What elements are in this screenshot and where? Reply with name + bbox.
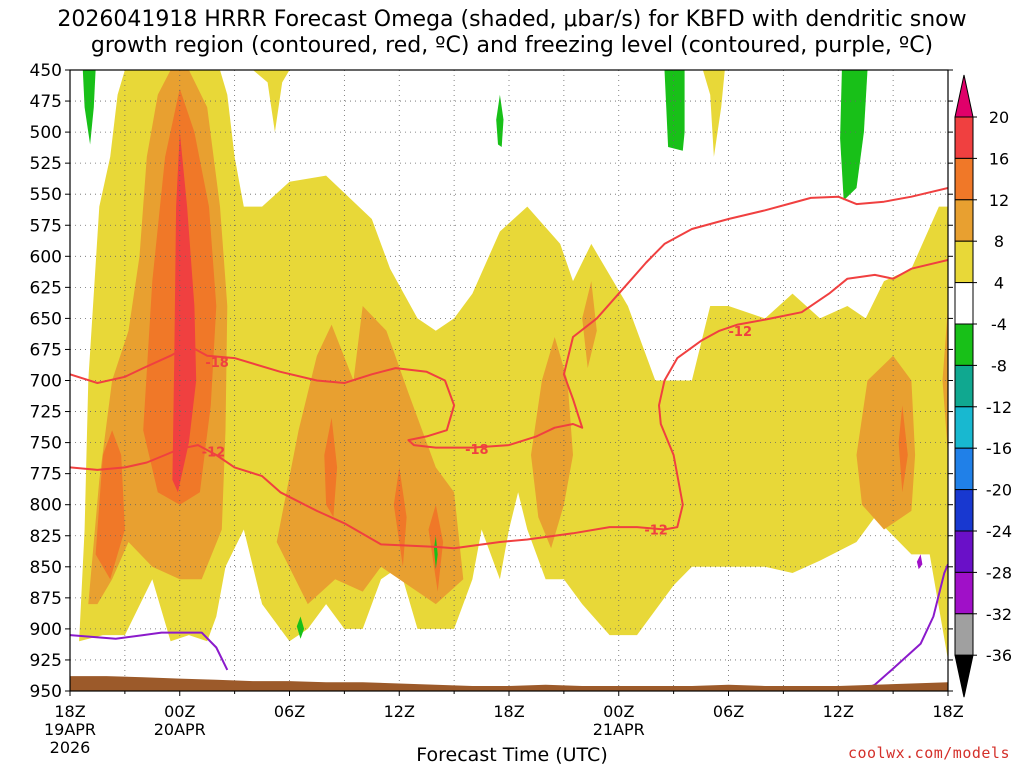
x-axis-label: Forecast Time (UTC) [416, 744, 608, 766]
plot-layers: -18 -12 -18 -12 -12 [70, 70, 948, 691]
omega-region-omega-neg-b [496, 94, 504, 147]
omega-region-omega-neg-c [664, 70, 685, 151]
freezing-level-contour-left [70, 631, 229, 671]
x-tick-label-0-1: 18Z [54, 702, 85, 721]
colorbar-swatch-5 [954, 282, 974, 325]
omega-region-omega-16-20 [172, 132, 197, 493]
x-tick-label-30-1: 00Z [603, 702, 634, 721]
y-tick-label-450: 450 [30, 61, 62, 81]
omega-region-omega-12-16-b [324, 417, 338, 518]
y-tick-label-600: 600 [30, 247, 62, 267]
colorbar-swatch-7 [954, 364, 974, 408]
omega-region-omega-8-12-c [531, 337, 573, 549]
x-tick-label-12-1: 06Z [274, 702, 305, 721]
contour-label-0: -18 [205, 356, 229, 371]
colorbar-swatch-4 [954, 240, 974, 284]
colorbar-label-2: 12 [989, 191, 1009, 210]
contour-label-2: -18 [465, 443, 489, 458]
terrain-surface [70, 676, 948, 691]
colorbar-swatch-3 [954, 199, 974, 242]
x-tick-label-48-1: 18Z [932, 702, 963, 721]
y-tick-label-550: 550 [30, 185, 62, 205]
colorbar-label-13: -36 [986, 646, 1012, 665]
colorbar-label-0: 20 [989, 108, 1009, 127]
y-tick-label-750: 750 [30, 434, 62, 454]
colorbar-swatch-9 [954, 447, 974, 491]
x-tick-label-6-2: 20APR [154, 720, 206, 739]
colorbar-label-10: -24 [986, 522, 1012, 541]
site-credit[interactable]: coolwx.com/models [847, 744, 1010, 762]
y-tick-label-775: 775 [30, 465, 62, 485]
y-tick-label-900: 900 [30, 620, 62, 640]
x-tick-label-6-1: 00Z [164, 702, 195, 721]
colorbar-label-9: -20 [986, 481, 1012, 500]
x-tick-label-24-1: 18Z [493, 702, 524, 721]
colorbar-label-3: 8 [994, 232, 1004, 251]
omega-region-omega-4-8-top-a [252, 70, 290, 133]
colorbar-label-1: 16 [989, 149, 1009, 168]
y-tick-label-925: 925 [30, 651, 62, 671]
colorbar-swatch-13 [954, 613, 974, 656]
y-tick-label-575: 575 [30, 216, 62, 236]
colorbar-bottom-arrow [954, 654, 974, 698]
y-tick-label-850: 850 [30, 558, 62, 578]
y-tick-label-700: 700 [30, 372, 62, 392]
omega-region-omega-neg-a [82, 70, 96, 145]
x-tick-label-18-1: 12Z [384, 702, 415, 721]
y-tick-label-500: 500 [30, 123, 62, 143]
y-tick-label-825: 825 [30, 527, 62, 547]
y-tick-label-475: 475 [30, 92, 62, 112]
x-tick-label-42-1: 12Z [823, 702, 854, 721]
colorbar-label-11: -28 [986, 563, 1012, 582]
y-tick-label-525: 525 [30, 154, 62, 174]
colorbar-top-arrow [954, 74, 974, 118]
y-tick-label-625: 625 [30, 278, 62, 298]
y-tick-label-650: 650 [30, 309, 62, 329]
colorbar-swatch-2 [954, 157, 974, 201]
dgz-top-contour [70, 187, 948, 449]
colorbar-swatch-1 [954, 116, 974, 159]
dgz-bottom-contour [70, 259, 948, 550]
y-tick-label-675: 675 [30, 340, 62, 360]
colorbar-swatch-6 [954, 323, 974, 366]
colorbar-label-8: -16 [986, 439, 1012, 458]
chart-title-line1: 2026041918 HRRR Forecast Omega (shaded, … [57, 7, 967, 32]
colorbar-label-4: 4 [994, 274, 1004, 293]
omega-region-omega-neg-f [434, 535, 438, 570]
contour-label-1: -12 [202, 445, 226, 460]
chart-title-line2: growth region (contoured, red, ºC) and f… [90, 33, 934, 58]
colorbar-swatch-10 [954, 489, 974, 532]
omega-region-omega-neg-g [916, 554, 923, 570]
colorbar-swatch-8 [954, 406, 974, 449]
x-tick-label-0-2: 19APR [44, 720, 96, 739]
x-tick-label-36-1: 06Z [713, 702, 744, 721]
x-tick-label-30-2: 21APR [593, 720, 645, 739]
omega-region-omega-4-8-top-b [702, 70, 725, 157]
colorbar-label-7: -12 [986, 398, 1012, 417]
contour-label-3: -12 [644, 524, 668, 539]
y-tick-label-875: 875 [30, 589, 62, 609]
y-tick-label-950: 950 [30, 682, 62, 702]
colorbar-swatch-11 [954, 530, 974, 573]
x-tick-label-0-3: 2026 [50, 738, 91, 757]
colorbar-label-12: -32 [986, 605, 1012, 624]
y-tick-label-800: 800 [30, 496, 62, 516]
omega-region-omega-12-16-c [393, 467, 407, 567]
omega-region-omega-12-16-e [898, 405, 908, 493]
omega-region-omega-neg-e [296, 616, 305, 639]
colorbar-label-5: -4 [991, 315, 1007, 334]
omega-region-omega-neg-d [840, 70, 868, 201]
colorbar-swatch-12 [954, 571, 974, 615]
y-tick-label-725: 725 [30, 403, 62, 423]
contour-label-4: -12 [729, 325, 753, 340]
colorbar-label-6: -8 [991, 356, 1007, 375]
